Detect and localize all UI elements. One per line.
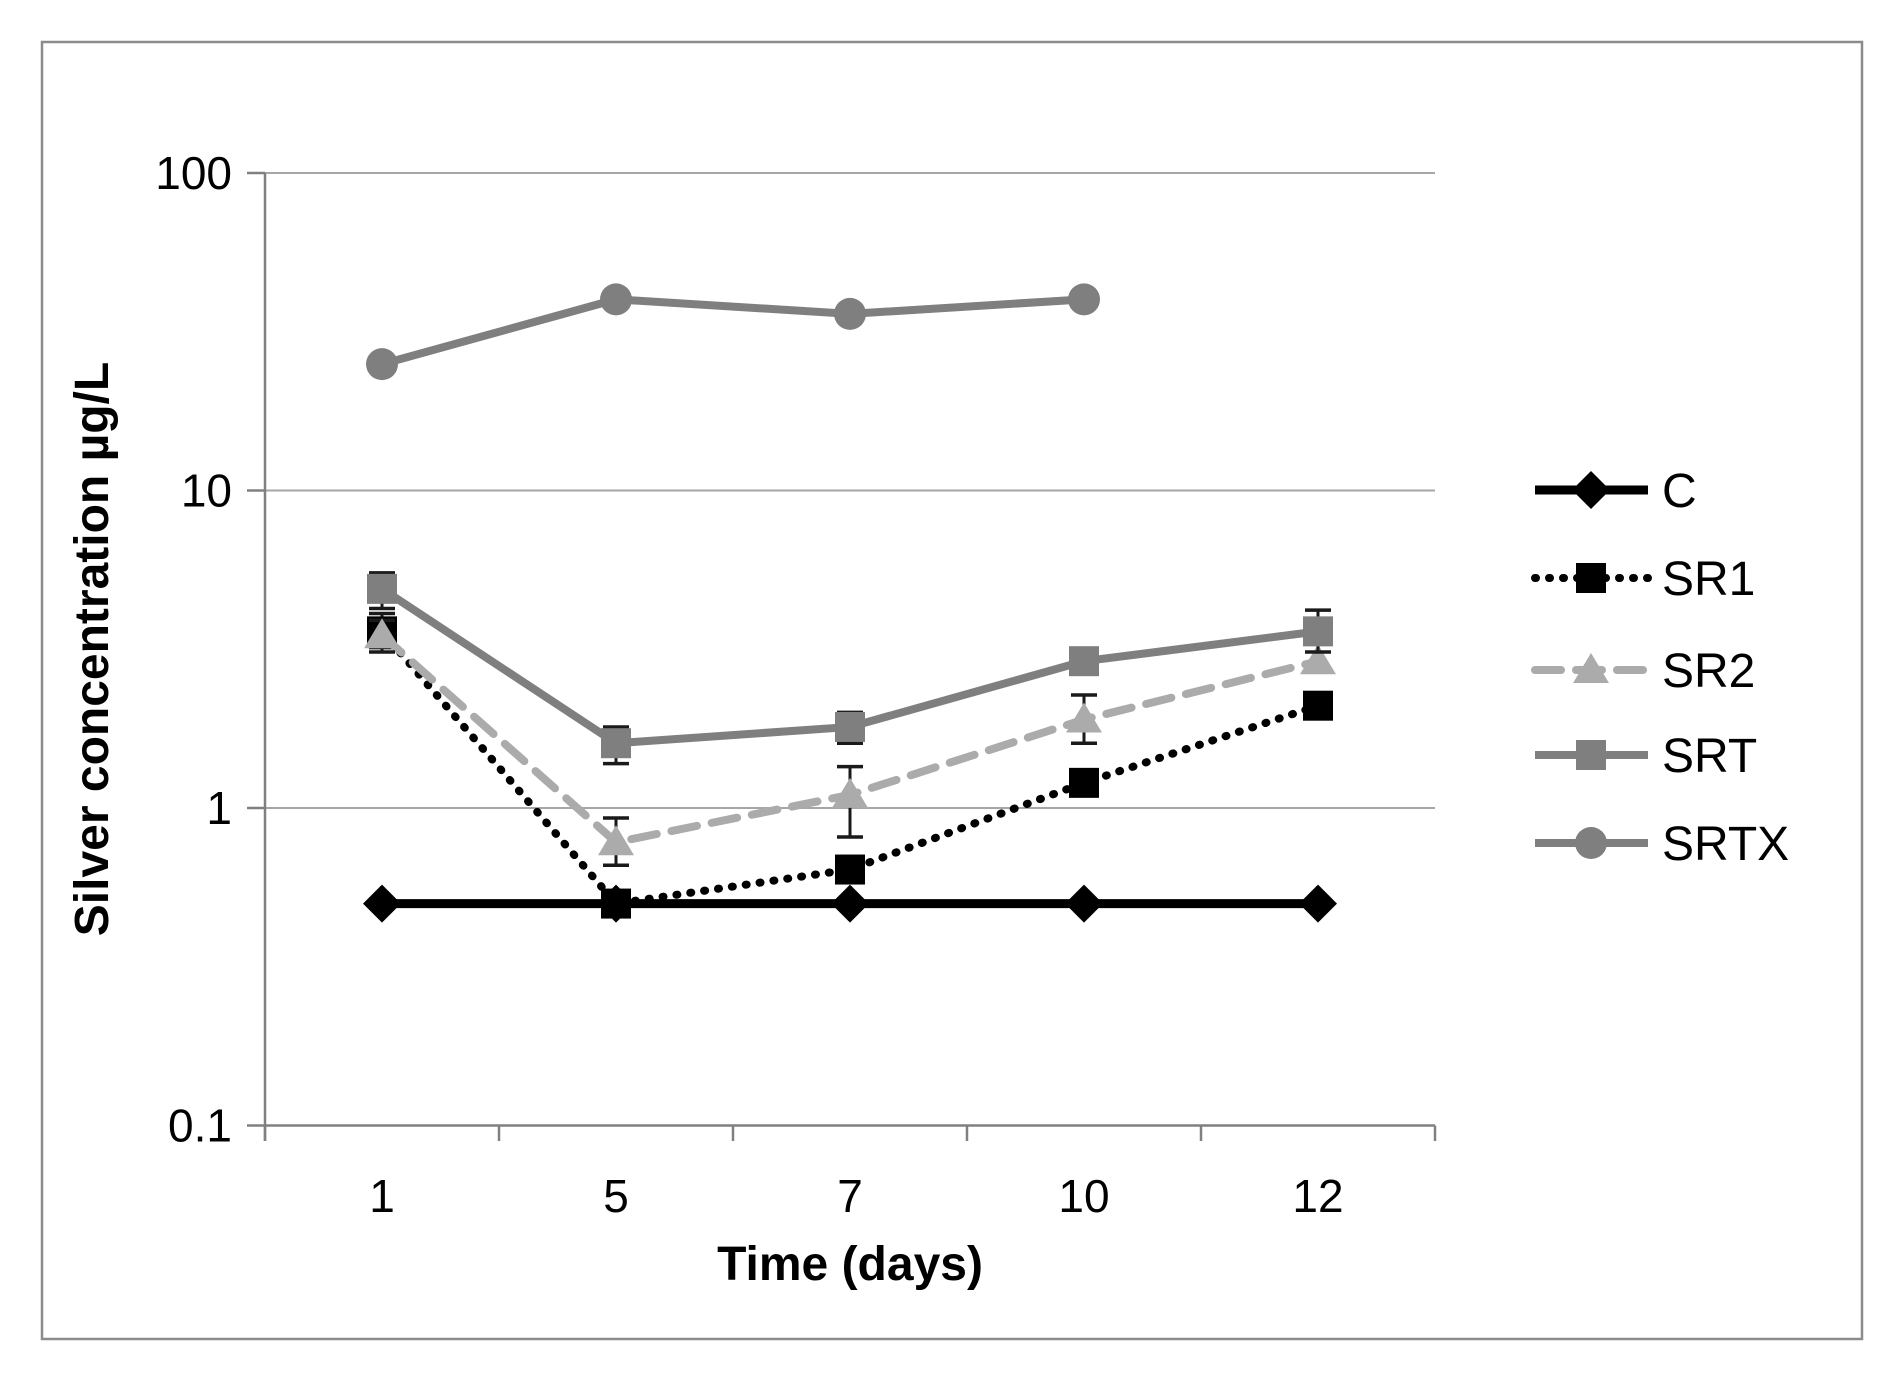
marker-SRTX-3: [1068, 283, 1100, 316]
legend-item-SRT: SRT: [1535, 730, 1757, 783]
marker-SR1-4: [1303, 690, 1333, 721]
marker-C-2: [831, 884, 869, 923]
x-tick-label-10: 10: [1058, 1170, 1109, 1222]
marker-SR2-4: [1300, 644, 1336, 675]
marker-SR1-3: [1069, 767, 1099, 798]
y-tick-label-1: 1: [206, 782, 232, 834]
legend-label-SRT: SRT: [1662, 730, 1757, 783]
x-tick-label-5: 5: [603, 1170, 629, 1222]
marker-SRTX-0: [366, 348, 398, 381]
x-tick-label-7: 7: [837, 1170, 863, 1222]
marker-SRT-3: [1069, 646, 1099, 677]
marker-SR2-0: [364, 618, 400, 649]
marker-C-3: [1065, 884, 1103, 923]
legend-marker-SRT: [1576, 740, 1606, 770]
x-tick-label-1: 1: [369, 1170, 395, 1222]
marker-SRT-4: [1303, 616, 1333, 647]
marker-SRTX-2: [834, 297, 866, 330]
legend-label-SR2: SR2: [1662, 645, 1755, 698]
marker-SR2-1: [598, 825, 634, 856]
x-axis-title: Time (days): [717, 1238, 983, 1291]
marker-SRTX-1: [600, 283, 632, 316]
legend-label-SR1: SR1: [1662, 553, 1755, 606]
legend-item-SR2: SR2: [1531, 645, 1755, 698]
figure-border: [40, 40, 1864, 1341]
marker-C-4: [1299, 884, 1337, 923]
marker-SR1-2: [835, 854, 865, 885]
marker-C-0: [363, 884, 401, 923]
legend-item-C: C: [1535, 465, 1697, 518]
marker-SRT-1: [601, 728, 631, 759]
y-tick-label-100: 100: [155, 147, 232, 199]
legend-marker-SR2: [1573, 653, 1609, 683]
legend-label-C: C: [1662, 465, 1697, 518]
marker-SRT-0: [367, 573, 397, 604]
legend-item-SRTX: SRTX: [1535, 818, 1789, 871]
y-axis-title: Silver concentration µg/L: [66, 362, 119, 936]
legend-marker-SRTX: [1575, 827, 1607, 859]
y-tick-label-0.1: 0.1: [168, 1100, 232, 1152]
x-tick-label-12: 12: [1292, 1170, 1343, 1222]
marker-SR2-3: [1066, 702, 1102, 733]
y-tick-label-10: 10: [181, 465, 232, 517]
series-line-SRTX: [380, 295, 1085, 369]
legend-marker-SR1: [1576, 563, 1606, 593]
marker-SR1-1: [601, 888, 631, 919]
legend-label-SRTX: SRTX: [1662, 818, 1789, 871]
marker-SRT-2: [835, 711, 865, 742]
marker-SR2-2: [832, 777, 868, 808]
legend-marker-C: [1572, 471, 1610, 509]
legend-item-SR1: SR1: [1531, 553, 1755, 606]
series-line-SR1: [378, 627, 1322, 908]
